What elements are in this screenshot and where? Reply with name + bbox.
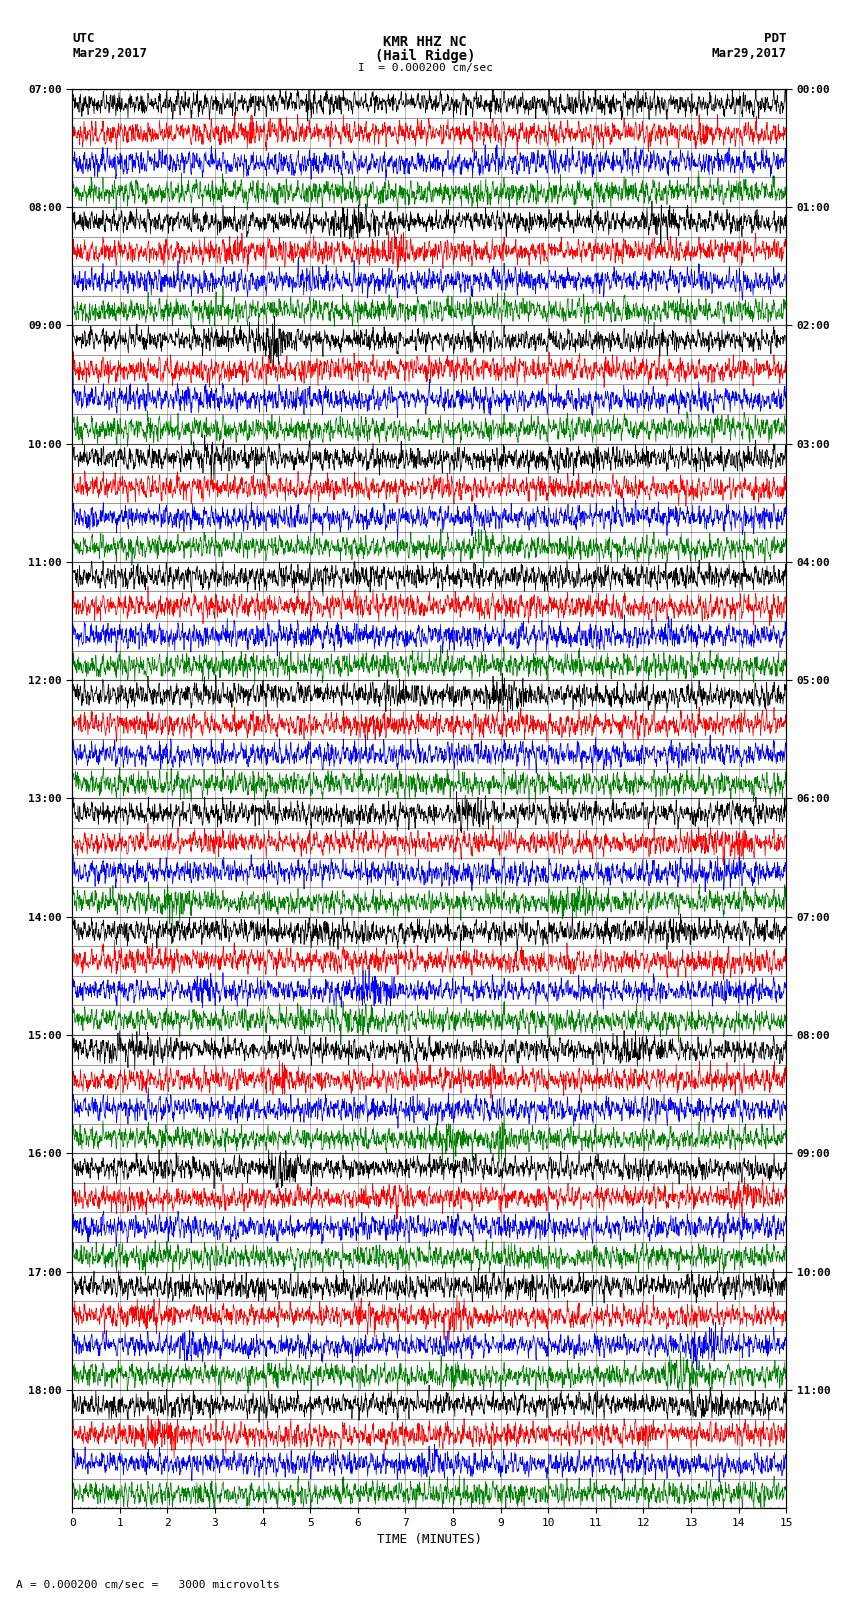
Text: (Hail Ridge): (Hail Ridge) (375, 48, 475, 63)
Text: UTC: UTC (72, 32, 94, 45)
Text: I  = 0.000200 cm/sec: I = 0.000200 cm/sec (358, 63, 492, 73)
Text: A: A (15, 1581, 22, 1590)
Text: Mar29,2017: Mar29,2017 (711, 47, 786, 60)
Text: PDT: PDT (764, 32, 786, 45)
Text: KMR HHZ NC: KMR HHZ NC (383, 35, 467, 50)
X-axis label: TIME (MINUTES): TIME (MINUTES) (377, 1534, 482, 1547)
Text: = 0.000200 cm/sec =   3000 microvolts: = 0.000200 cm/sec = 3000 microvolts (30, 1581, 280, 1590)
Text: Mar29,2017: Mar29,2017 (72, 47, 147, 60)
